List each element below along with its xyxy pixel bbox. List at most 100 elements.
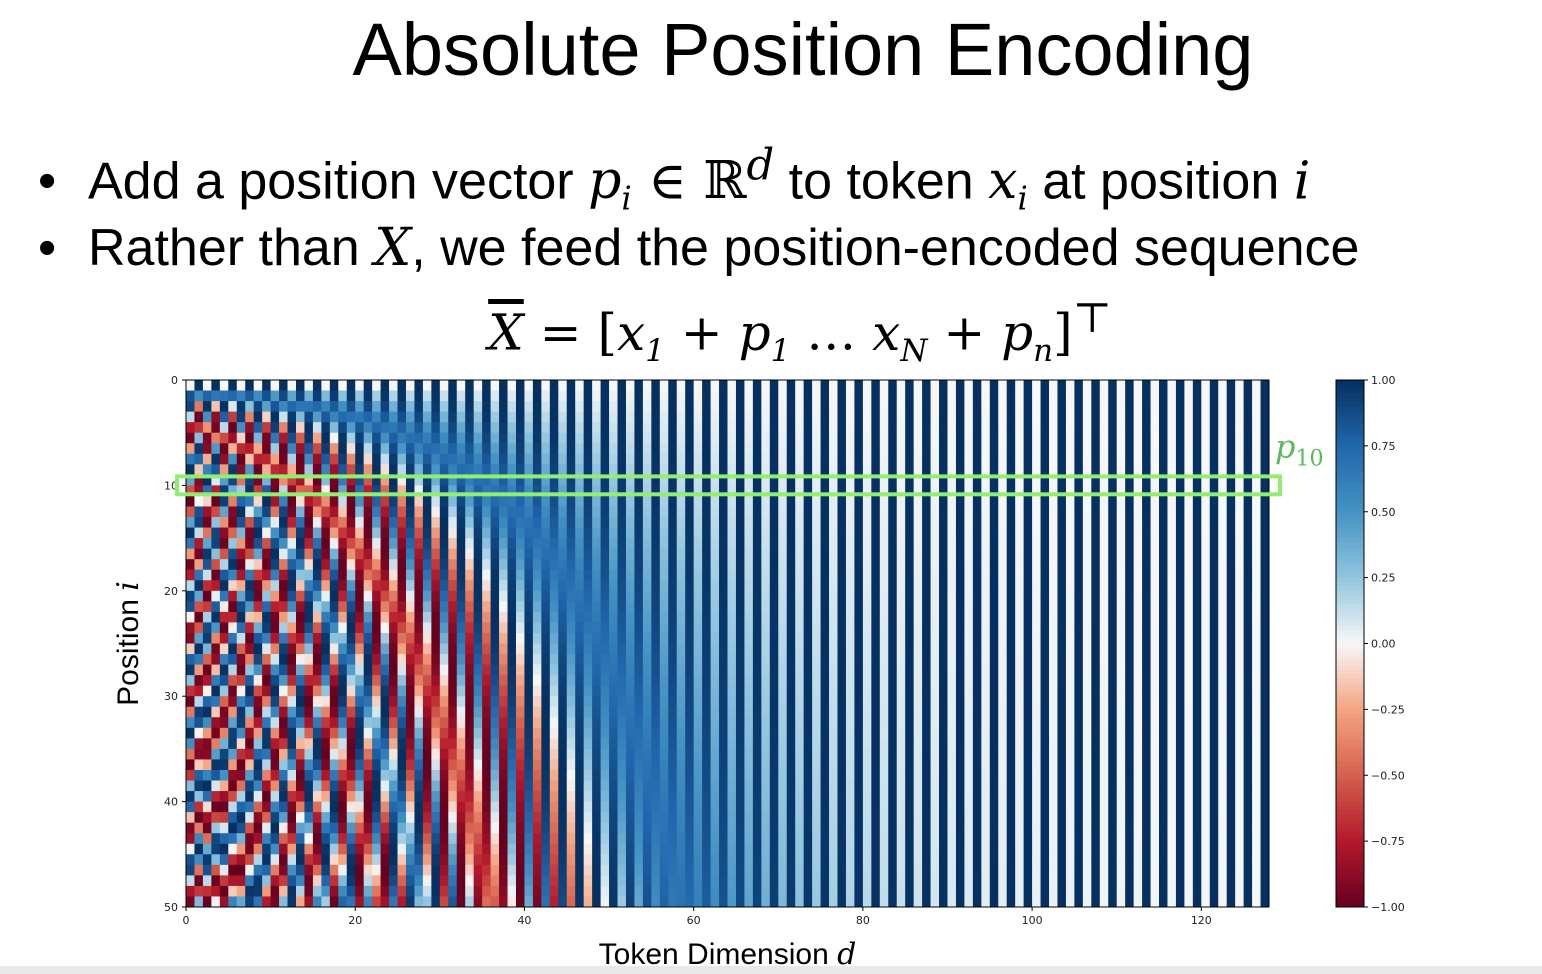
heatmap-cell bbox=[1133, 517, 1143, 528]
heatmap-cell bbox=[879, 559, 889, 571]
heatmap-cell bbox=[922, 380, 931, 391]
heatmap-cell bbox=[862, 517, 872, 528]
heatmap-cell bbox=[676, 517, 686, 528]
heatmap-cell bbox=[558, 643, 568, 655]
heatmap-cell bbox=[515, 485, 525, 497]
heatmap-cell bbox=[253, 611, 263, 623]
heatmap-cell bbox=[448, 527, 458, 539]
heatmap-cell bbox=[1226, 706, 1236, 718]
heatmap-cell bbox=[600, 643, 610, 655]
heatmap-cell bbox=[685, 517, 695, 528]
heatmap-cell bbox=[812, 611, 821, 623]
heatmap-cell bbox=[625, 506, 635, 518]
heatmap-cell bbox=[1133, 632, 1143, 644]
heatmap-cell bbox=[575, 485, 585, 497]
heatmap-cell bbox=[1049, 654, 1058, 665]
heatmap-cell bbox=[397, 769, 407, 781]
heatmap-cell bbox=[465, 727, 475, 739]
heatmap-cell bbox=[829, 654, 838, 665]
heatmap-cell bbox=[1091, 643, 1101, 655]
heatmap-cell bbox=[930, 675, 940, 687]
heatmap-cell bbox=[1150, 443, 1160, 455]
heatmap-cell bbox=[820, 390, 830, 402]
heatmap-cell bbox=[693, 380, 703, 391]
heatmap-cell bbox=[1091, 569, 1101, 581]
heatmap-cell bbox=[194, 485, 204, 497]
heatmap-cell bbox=[439, 643, 449, 655]
heatmap-cell bbox=[270, 506, 280, 518]
heatmap-cell bbox=[490, 727, 500, 739]
heatmap-cell bbox=[211, 380, 221, 391]
heatmap-cell bbox=[549, 675, 559, 687]
heatmap-cell bbox=[431, 432, 441, 444]
heatmap-cell bbox=[287, 485, 297, 497]
heatmap-cell bbox=[871, 464, 881, 476]
heatmap-cell bbox=[558, 495, 568, 507]
heatmap-cell bbox=[939, 601, 948, 613]
heatmap-cell bbox=[651, 443, 661, 455]
heatmap-cell bbox=[465, 443, 475, 455]
heatmap-cell bbox=[888, 464, 898, 476]
heatmap-cell bbox=[888, 411, 898, 423]
heatmap-cell bbox=[989, 443, 999, 455]
heatmap-cell bbox=[448, 474, 458, 486]
heatmap-cell bbox=[1006, 569, 1016, 581]
heatmap-cell bbox=[600, 485, 610, 497]
heatmap-cell bbox=[346, 675, 356, 687]
heatmap-cell bbox=[414, 780, 424, 792]
heatmap-cell bbox=[482, 643, 491, 655]
heatmap-cell bbox=[549, 443, 559, 455]
heatmap-cell bbox=[609, 780, 618, 792]
heatmap-cell bbox=[1065, 717, 1075, 729]
heatmap-cell bbox=[465, 538, 475, 550]
heatmap-cell bbox=[625, 706, 635, 718]
heatmap-cell bbox=[1040, 390, 1050, 402]
heatmap-cell bbox=[1150, 643, 1160, 655]
heatmap-cell bbox=[1226, 432, 1236, 444]
heatmap-cell bbox=[1209, 548, 1219, 560]
heatmap-cell bbox=[575, 717, 585, 729]
heatmap-cell bbox=[329, 569, 339, 581]
heatmap-cell bbox=[405, 464, 415, 476]
heatmap-cell bbox=[295, 769, 305, 781]
heatmap-cell bbox=[845, 622, 855, 634]
heatmap-cell bbox=[575, 769, 585, 781]
heatmap-cell bbox=[329, 622, 339, 634]
heatmap-cell bbox=[659, 738, 669, 750]
heatmap-cell bbox=[609, 474, 618, 486]
heatmap-cell bbox=[812, 685, 821, 697]
heatmap-cell bbox=[321, 759, 331, 771]
heatmap-cell bbox=[947, 401, 957, 413]
heatmap-cell bbox=[262, 390, 272, 402]
heatmap-cell bbox=[1015, 453, 1025, 465]
heatmap-cell bbox=[1049, 580, 1058, 592]
heatmap-cell bbox=[972, 664, 982, 676]
heatmap-cell bbox=[363, 443, 373, 455]
heatmap-cell bbox=[270, 464, 280, 476]
heatmap-cell bbox=[1226, 538, 1236, 550]
heatmap-cell bbox=[972, 717, 982, 729]
heatmap-cell bbox=[1065, 696, 1075, 708]
heatmap-cell bbox=[989, 769, 999, 781]
heatmap-cell bbox=[558, 748, 568, 760]
heatmap-cell bbox=[1175, 485, 1185, 497]
heatmap-cell bbox=[279, 769, 288, 781]
heatmap-cell bbox=[744, 738, 754, 750]
heatmap-cell bbox=[600, 601, 610, 613]
heatmap-cell bbox=[617, 748, 627, 760]
heatmap-cell bbox=[295, 506, 305, 518]
heatmap-cell bbox=[812, 474, 821, 486]
heatmap-cell bbox=[422, 632, 432, 644]
heatmap-cell bbox=[871, 622, 881, 634]
heatmap-cell bbox=[1260, 380, 1270, 391]
heatmap-cell bbox=[1133, 548, 1143, 560]
heatmap-cell bbox=[287, 401, 297, 413]
heatmap-cell bbox=[989, 664, 999, 676]
heatmap-cell bbox=[397, 380, 407, 391]
heatmap-cell bbox=[329, 780, 339, 792]
heatmap-cell bbox=[490, 696, 500, 708]
heatmap-cell bbox=[930, 390, 940, 402]
heatmap-cell bbox=[338, 559, 348, 571]
heatmap-cell bbox=[617, 548, 627, 560]
heatmap-cell bbox=[1209, 611, 1219, 623]
